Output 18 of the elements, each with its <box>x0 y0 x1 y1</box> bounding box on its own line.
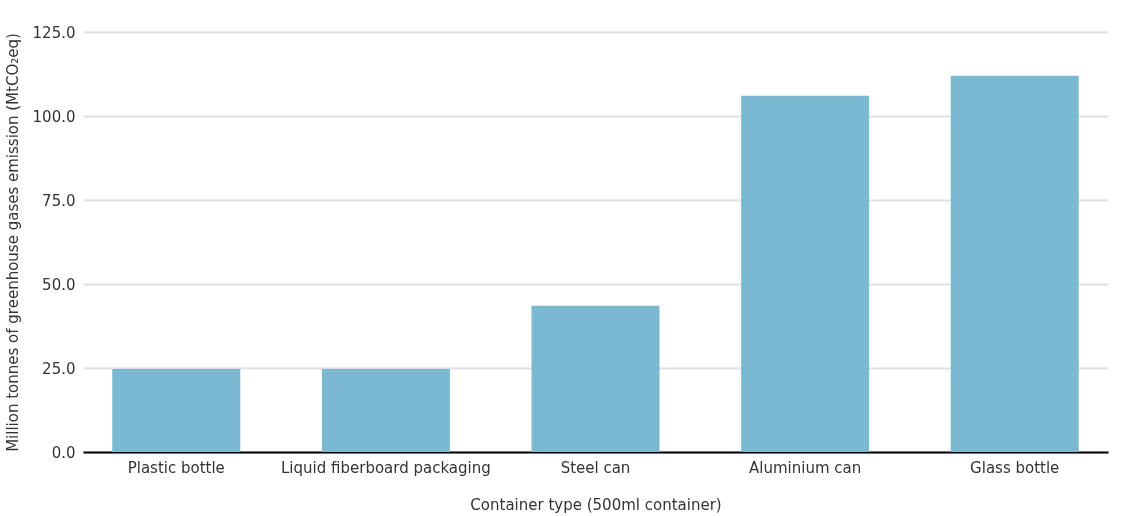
y-tick-label: 25.0 <box>42 359 76 378</box>
y-tick-label: 75.0 <box>42 191 76 210</box>
bar <box>531 305 660 452</box>
bar <box>321 369 450 452</box>
y-axis-title: Million tonnes of greenhouse gases emission (MtCO₂eq) <box>3 33 22 452</box>
bar <box>112 369 241 452</box>
bar <box>950 75 1079 452</box>
y-tick-label: 0.0 <box>51 443 76 462</box>
x-tick-label: Aluminium can <box>748 458 862 477</box>
y-tick-label: 125.0 <box>32 23 76 42</box>
y-tick-label: 50.0 <box>42 275 76 294</box>
y-tick-label: 100.0 <box>32 107 76 126</box>
x-tick-label: Liquid fiberboard packaging <box>281 458 491 477</box>
x-axis-title: Container type (500ml container) <box>470 495 722 514</box>
x-tick-label: Glass bottle <box>970 458 1060 477</box>
x-tick-label: Plastic bottle <box>127 458 225 477</box>
bar <box>741 95 870 452</box>
x-tick-label: Steel can <box>560 458 631 477</box>
